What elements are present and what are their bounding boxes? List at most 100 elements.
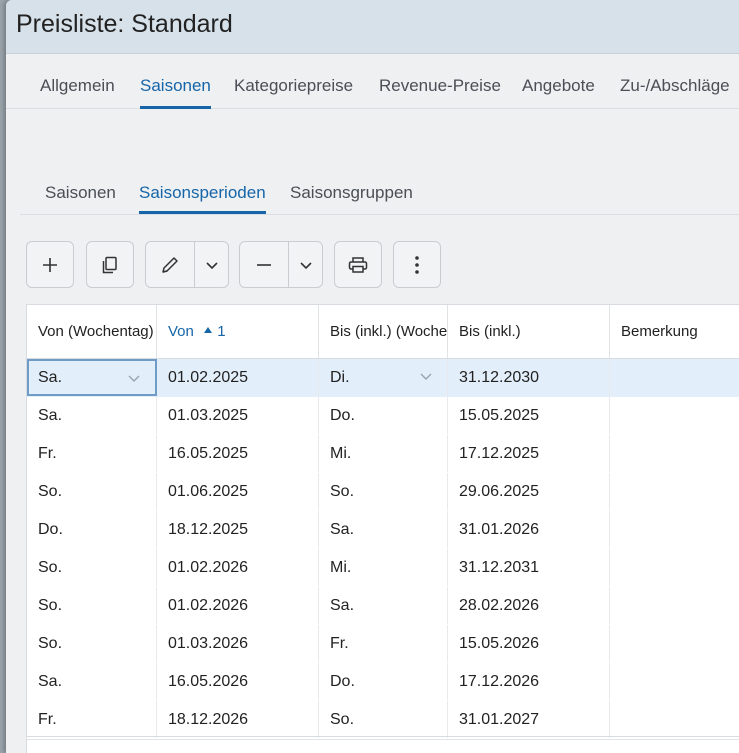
column-header-bemerkung[interactable]: Bemerkung [621,323,698,340]
cell-bis-wochentag[interactable]: Fr. [319,625,448,662]
table-row[interactable]: So. 01.02.2026 Mi. 31.12.2031 [27,549,739,588]
tab-angebote[interactable]: Angebote [522,76,595,95]
table-row[interactable]: Fr. 18.12.2026 So. 31.01.2027 [27,701,739,740]
cell-von-wochentag[interactable]: Do. [27,511,157,548]
cell-von[interactable]: 01.06.2025 [157,473,319,510]
cell-bemerkung[interactable] [610,511,739,548]
cell-bis[interactable]: 15.05.2025 [448,397,610,434]
cell-bemerkung[interactable] [610,473,739,510]
cell-von-wochentag[interactable]: So. [27,473,157,510]
cell-bis[interactable]: 31.12.2031 [448,549,610,586]
cell-bis-wochentag[interactable]: So. [319,701,448,738]
cell-bis-wochentag[interactable]: Do. [319,397,448,434]
table-row[interactable]: Sa. 01.02.2025 Di. 31.12.2030 [27,359,739,398]
cell-von[interactable]: 01.03.2026 [157,625,319,662]
remove-dropdown-button[interactable] [289,242,323,287]
sort-order: 1 [217,323,226,340]
subtab-saisonsperioden[interactable]: Saisonsperioden [139,183,266,214]
cell-text: 17.12.2026 [459,673,540,690]
add-button[interactable] [26,241,74,288]
cell-bemerkung[interactable] [610,625,739,662]
edit-button[interactable] [146,242,194,287]
cell-bis-wochentag[interactable]: So. [319,473,448,510]
cell-bemerkung[interactable] [610,587,739,624]
column-header-von-wochentag[interactable]: Von (Wochentag) [27,305,157,358]
cell-von[interactable]: 01.02.2026 [157,587,319,624]
copy-icon [102,256,117,273]
cell-von-wochentag[interactable]: Sa. [27,359,157,396]
cell-bis-wochentag[interactable]: Mi. [319,549,448,586]
cell-von-wochentag[interactable]: So. [27,587,157,624]
cell-von-wochentag[interactable]: Sa. [27,663,157,700]
more-vertical-icon [415,255,419,274]
subtab-saisonsgruppen[interactable]: Saisonsgruppen [290,183,413,202]
cell-text: 16.05.2026 [168,673,249,690]
cell-bemerkung[interactable] [610,397,739,434]
cell-text: Sa. [330,597,355,614]
cell-text: Fr. [330,635,349,652]
cell-bis[interactable]: 29.06.2025 [448,473,610,510]
table-row[interactable]: So. 01.06.2025 So. 29.06.2025 [27,473,739,512]
cell-von[interactable]: 18.12.2025 [157,511,319,548]
table-row[interactable]: So. 01.02.2026 Sa. 28.02.2026 [27,587,739,626]
tab-revenue-preise[interactable]: Revenue-Preise [379,76,501,95]
cell-bis[interactable]: 31.01.2026 [448,511,610,548]
cell-von-wochentag[interactable]: So. [27,549,157,586]
tab-saisonen[interactable]: Saisonen [140,76,211,109]
cell-von[interactable]: 18.12.2026 [157,701,319,738]
column-header-bis-wochentag[interactable]: Bis (inkl.) (Wochentag) [319,305,448,358]
cell-bis[interactable]: 28.02.2026 [448,587,610,624]
copy-button[interactable] [86,241,134,288]
cell-text: Sa. [38,407,63,424]
cell-bemerkung[interactable] [610,549,739,586]
cell-text: Sa. [38,673,63,690]
table-row[interactable]: So. 01.03.2026 Fr. 15.05.2026 [27,625,739,664]
cell-bis[interactable]: 15.05.2026 [448,625,610,662]
cell-von-wochentag[interactable]: Fr. [27,701,157,738]
cell-text: So. [330,711,355,728]
cell-bis[interactable]: 17.12.2026 [448,663,610,700]
cell-text: 31.12.2030 [459,369,540,386]
cell-bis[interactable]: 31.01.2027 [448,701,610,738]
tab-zu-abschlaege[interactable]: Zu-/Abschläge [620,76,730,95]
cell-von-wochentag[interactable]: Fr. [27,435,157,472]
subtab-saisonen[interactable]: Saisonen [45,183,116,202]
cell-text: Fr. [38,711,57,728]
cell-von-wochentag[interactable]: So. [27,625,157,662]
chevron-down-icon[interactable] [419,371,433,381]
remove-split-button [239,241,323,288]
table-row[interactable]: Sa. 01.03.2025 Do. 15.05.2025 [27,397,739,436]
cell-von-wochentag[interactable]: Sa. [27,397,157,434]
cell-bis-wochentag[interactable]: Mi. [319,435,448,472]
table-row[interactable]: Sa. 16.05.2026 Do. 17.12.2026 [27,663,739,702]
table-row[interactable]: Fr. 16.05.2025 Mi. 17.12.2025 [27,435,739,474]
column-header-bis[interactable]: Bis (inkl.) [448,305,610,358]
tab-kategoriepreise[interactable]: Kategoriepreise [234,76,354,95]
more-button[interactable] [393,241,441,288]
cell-bis[interactable]: 31.12.2030 [448,359,610,396]
cell-bemerkung[interactable] [610,359,739,396]
cell-bemerkung[interactable] [610,663,739,700]
cell-bis-wochentag[interactable]: Do. [319,663,448,700]
cell-bis[interactable]: 17.12.2025 [448,435,610,472]
cell-bemerkung[interactable] [610,435,739,472]
cell-bis-wochentag[interactable]: Sa. [319,587,448,624]
minus-icon [257,263,271,266]
cell-von[interactable]: 01.03.2025 [157,397,319,434]
edit-dropdown-button[interactable] [195,242,229,287]
chevron-down-icon[interactable] [127,373,141,383]
cell-bemerkung[interactable] [610,701,739,738]
cell-text: 17.12.2025 [459,445,540,462]
cell-text: 15.05.2025 [459,407,540,424]
remove-button[interactable] [240,242,288,287]
tab-allgemein[interactable]: Allgemein [40,76,115,95]
cell-von[interactable]: 01.02.2025 [157,359,319,396]
cell-von[interactable]: 16.05.2026 [157,663,319,700]
table-row[interactable]: Do. 18.12.2025 Sa. 31.01.2026 [27,511,739,550]
cell-von[interactable]: 01.02.2026 [157,549,319,586]
cell-bis-wochentag[interactable]: Sa. [319,511,448,548]
cell-von[interactable]: 16.05.2025 [157,435,319,472]
print-button[interactable] [334,241,382,288]
cell-bis-wochentag[interactable]: Di. [319,359,448,396]
column-header-von[interactable]: Von 1 [157,305,319,358]
